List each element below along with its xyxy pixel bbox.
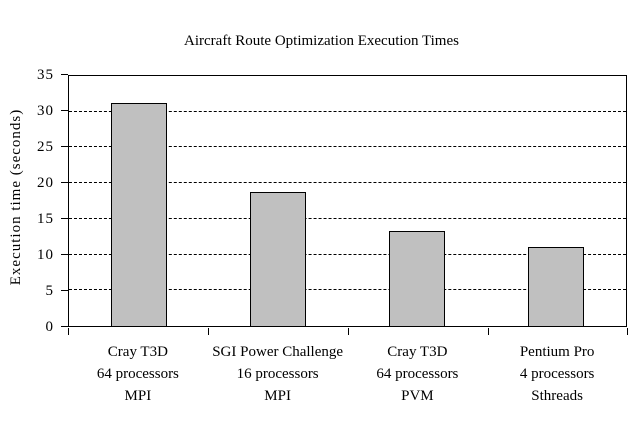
x-axis-ticks [68, 328, 628, 336]
y-tick-mark-15 [61, 217, 68, 219]
category-label-2: Cray T3D 64 processors PVM [348, 341, 488, 407]
y-tick-label-10: 10 [37, 247, 54, 263]
y-tick-mark-30 [61, 109, 68, 111]
x-tick-mark-1 [208, 328, 209, 335]
x-tick-mark-0 [68, 328, 69, 335]
y-tick-mark-25 [61, 145, 68, 147]
plot-area [68, 75, 627, 327]
bar-3 [528, 247, 585, 326]
category-label-line: 64 processors [96, 366, 179, 382]
category-label-line: Pentium Pro [519, 344, 595, 360]
gridline-5 [69, 289, 626, 291]
category-label-line: MPI [124, 388, 152, 404]
gridline-25 [69, 146, 626, 148]
gridline-30 [69, 110, 626, 112]
x-tick-mark-4 [627, 328, 628, 335]
category-label-line: MPI [264, 388, 291, 404]
gridline-10 [69, 253, 626, 255]
y-tick-mark-20 [61, 182, 68, 183]
bar-2 [389, 231, 446, 326]
y-tick-label-15: 15 [37, 210, 54, 227]
y-tick-mark-0 [61, 326, 68, 327]
y-axis-ticks: 0 5 10 15 20 25 30 35 [0, 67, 68, 335]
chart-title: Aircraft Route Optimization Execution Ti… [184, 33, 459, 49]
x-tick-mark-3 [488, 328, 489, 335]
category-label-line: 4 processors [519, 366, 595, 382]
x-axis-labels: Cray T3D 64 processors MPI SGI Power Challe… [68, 341, 627, 407]
y-tick-mark-5 [61, 290, 68, 291]
bar-slot-1 [208, 76, 347, 326]
bar-0 [110, 103, 167, 326]
category-label-line: PVM [401, 388, 434, 404]
bar-slot-3 [487, 76, 626, 326]
category-label-3: Pentium Pro 4 processors Sthreads [487, 341, 627, 407]
y-tick-label-30: 30 [37, 102, 54, 119]
category-label-1: SGI Power Challenge 16 processors MPI [208, 341, 348, 407]
category-label-line: Sthreads [531, 388, 583, 404]
bar-1 [249, 192, 306, 326]
category-label-line: 16 processors [236, 366, 319, 382]
category-label-line: 64 processors [376, 366, 459, 382]
y-tick-label-5: 5 [45, 283, 54, 299]
y-tick-label-25: 25 [37, 138, 54, 155]
category-label-line: Cray T3D [107, 344, 168, 360]
y-tick-label-35: 35 [37, 67, 54, 83]
gridline-20 [69, 182, 626, 184]
category-label-0: Cray T3D 64 processors MPI [68, 341, 208, 407]
y-tick-mark-10 [61, 254, 68, 255]
bar-slot-0 [69, 76, 208, 326]
y-tick-label-20: 20 [37, 175, 54, 191]
y-tick-label-0: 0 [45, 319, 54, 335]
y-tick-mark-35 [61, 74, 68, 75]
category-label-line: SGI Power Challenge [212, 344, 344, 360]
category-label-line: Cray T3D [387, 344, 448, 360]
bar-slot-2 [348, 76, 487, 326]
gridline-15 [69, 217, 626, 219]
x-tick-mark-2 [348, 328, 349, 335]
